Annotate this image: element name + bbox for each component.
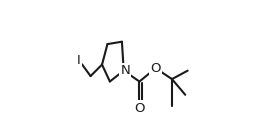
- Text: I: I: [77, 54, 81, 67]
- Text: O: O: [134, 102, 145, 115]
- Text: N: N: [120, 64, 130, 77]
- Text: O: O: [150, 62, 161, 75]
